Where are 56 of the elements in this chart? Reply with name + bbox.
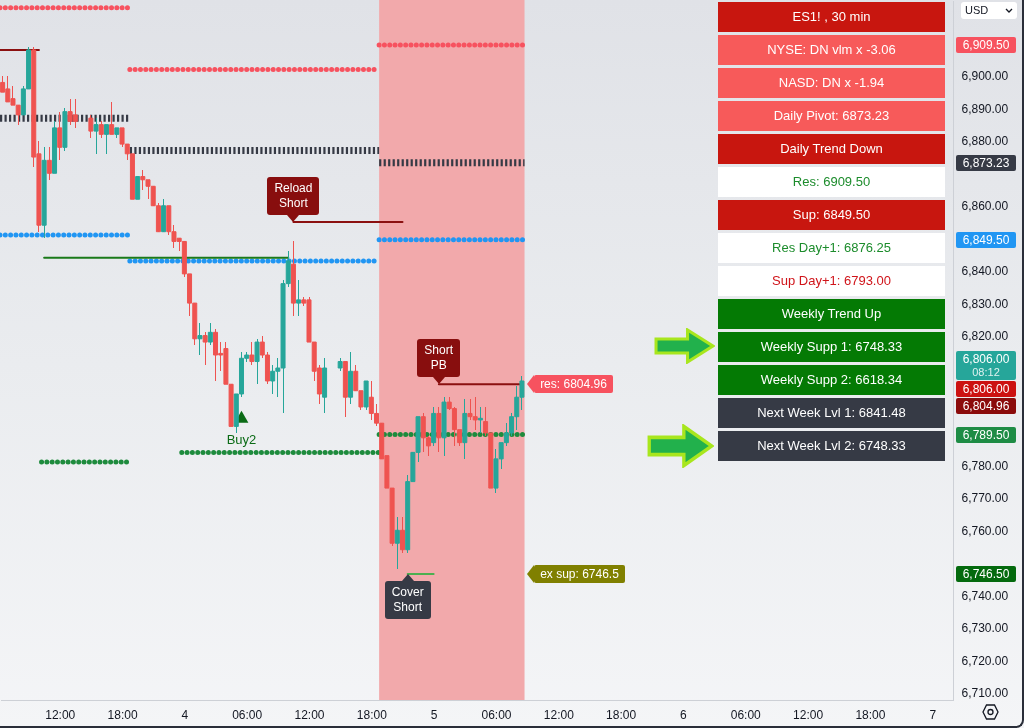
x-tick-label: 6 <box>680 707 688 722</box>
y-tick-label: 6,900.00 <box>961 69 1009 84</box>
y-tick-label: 6,770.00 <box>961 491 1009 506</box>
y-tick-label: 6,710.00 <box>961 686 1009 701</box>
y-tick-label: 6,880.00 <box>961 134 1009 149</box>
annotation: Short PB <box>417 339 461 378</box>
price-badge: 6,909.50 <box>956 37 1016 54</box>
price-badge: 6,873.23 <box>956 154 1016 171</box>
info-row: Daily Pivot: 6873.23 <box>718 101 945 131</box>
x-tick-label: 12:00 <box>543 707 575 722</box>
info-row: Daily Trend Down <box>718 134 945 164</box>
y-tick-label: 6,830.00 <box>961 296 1009 311</box>
info-row: Next Week Lvl 2: 6748.33 <box>718 431 945 461</box>
y-tick-label: 6,890.00 <box>961 101 1009 116</box>
y-tick-label: 6,760.00 <box>961 523 1009 538</box>
y-tick-label: 6,740.00 <box>961 588 1009 603</box>
info-row: Res Day+1: 6876.25 <box>718 233 945 263</box>
x-tick-label: 5 <box>430 707 438 722</box>
info-row: NYSE: DN vlm x -3.06 <box>718 35 945 65</box>
info-row: Weekly Supp 1: 6748.33 <box>718 332 945 362</box>
price-badge: 6,806.00 <box>956 380 1016 397</box>
price-badge: 6,806.00 08:12 <box>956 350 1016 380</box>
x-tick-label: 18:00 <box>606 707 637 722</box>
y-tick-label: 6,820.00 <box>961 329 1009 344</box>
y-tick-label: 6,860.00 <box>961 199 1009 214</box>
x-tick-label: 7 <box>929 707 937 722</box>
info-row: Sup Day+1: 6793.00 <box>718 266 945 296</box>
y-tick-label: 6,730.00 <box>961 621 1009 636</box>
info-row: Weekly Trend Up <box>718 299 945 329</box>
price-badge: 6,804.96 <box>956 397 1016 414</box>
info-row: Next Week Lvl 1: 6841.48 <box>718 398 945 428</box>
x-tick-label: 12:00 <box>45 707 76 722</box>
x-tick-label: 12:00 <box>294 707 325 722</box>
info-row: Res: 6909.50 <box>718 167 945 197</box>
y-tick-label: 6,720.00 <box>961 653 1009 668</box>
x-tick-label: 06:00 <box>730 707 762 722</box>
x-tick-label: 06:00 <box>232 707 263 722</box>
info-row: ES1! , 30 min <box>718 2 945 32</box>
x-tick-label: 18:00 <box>356 707 388 722</box>
annotation: Reload Short <box>267 176 320 215</box>
info-row: Weekly Supp 2: 6618.34 <box>718 365 945 395</box>
series-label: Buy2 <box>226 431 257 447</box>
x-tick-label: 06:00 <box>481 707 512 722</box>
x-tick-label: 18:00 <box>855 707 886 722</box>
x-tick-label: 12:00 <box>793 707 824 722</box>
annotation: Cover Short <box>384 581 431 620</box>
price-badge: 6,849.50 <box>956 231 1016 248</box>
x-tick-label: 4 <box>181 707 189 722</box>
price-badge: 6,746.50 <box>956 566 1016 583</box>
price-badge: 6,789.50 <box>956 426 1016 443</box>
y-tick-label: 6,840.00 <box>961 264 1009 279</box>
info-row: NASD: DN x -1.94 <box>718 68 945 98</box>
info-row: Sup: 6849.50 <box>718 200 945 230</box>
x-tick-label: 18:00 <box>107 707 138 722</box>
currency-dropdown: USD <box>961 2 1017 19</box>
y-tick-label: 6,780.00 <box>961 458 1009 473</box>
